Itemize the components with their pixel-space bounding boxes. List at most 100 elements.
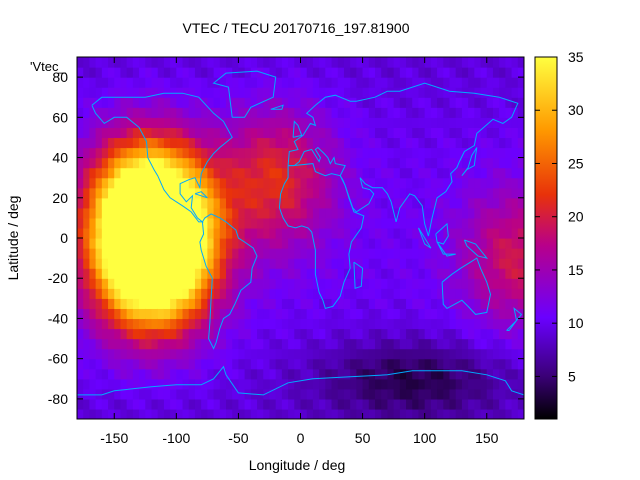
- heatmap-cell: [362, 107, 370, 118]
- heatmap-cell: [83, 117, 91, 128]
- heatmap-cell: [505, 207, 513, 219]
- heatmap-cell: [269, 348, 277, 360]
- heatmap-cell: [176, 268, 184, 279]
- heatmap-cell: [368, 177, 376, 189]
- heatmap-cell: [517, 77, 524, 88]
- heatmap-cell: [89, 408, 97, 419]
- heatmap-cell: [145, 107, 153, 118]
- heatmap-cell: [83, 97, 91, 108]
- heatmap-cell: [312, 147, 320, 159]
- heatmap-cell: [281, 87, 289, 98]
- heatmap-cell: [83, 87, 91, 98]
- heatmap-cell: [492, 298, 500, 309]
- heatmap-cell: [505, 328, 513, 340]
- heatmap-cell: [406, 238, 413, 249]
- heatmap-cell: [126, 127, 134, 139]
- heatmap-cell: [492, 57, 500, 68]
- heatmap-cell: [201, 87, 208, 98]
- heatmap-cell: [83, 248, 91, 259]
- heatmap-cell: [139, 388, 146, 400]
- heatmap-cell: [126, 227, 134, 239]
- heatmap-cell: [343, 238, 351, 249]
- heatmap-cell: [108, 288, 115, 299]
- heatmap-cell: [188, 368, 196, 380]
- heatmap-cell: [517, 318, 524, 330]
- heatmap-cell: [474, 87, 482, 98]
- heatmap-cell: [306, 238, 314, 249]
- heatmap-cell: [455, 77, 463, 88]
- heatmap-cell: [337, 187, 345, 199]
- heatmap-cell: [213, 268, 221, 279]
- heatmap-cell: [461, 258, 469, 269]
- heatmap-cell: [306, 368, 314, 380]
- heatmap-cell: [194, 137, 202, 149]
- heatmap-cell: [120, 408, 128, 419]
- heatmap-cell: [424, 328, 432, 340]
- heatmap-cell: [213, 338, 221, 350]
- heatmap-cell: [281, 358, 289, 370]
- heatmap-cell: [474, 157, 482, 169]
- heatmap-cell: [263, 358, 271, 370]
- heatmap-cell: [393, 217, 401, 229]
- heatmap-cell: [101, 147, 109, 159]
- heatmap-cell: [517, 268, 524, 279]
- heatmap-cell: [101, 67, 109, 78]
- heatmap-cell: [77, 157, 84, 169]
- heatmap-cell: [257, 197, 264, 209]
- heatmap-cell: [325, 127, 333, 139]
- heatmap-cell: [387, 338, 395, 350]
- heatmap-cell: [368, 248, 376, 259]
- heatmap-cell: [430, 318, 438, 330]
- heatmap-cell: [219, 348, 227, 360]
- heatmap-cell: [424, 338, 432, 350]
- heatmap-cell: [145, 127, 153, 139]
- heatmap-cell: [375, 378, 382, 390]
- heatmap-cell: [250, 97, 258, 108]
- heatmap-cell: [356, 408, 364, 419]
- heatmap-cell: [281, 127, 289, 139]
- heatmap-cell: [461, 57, 469, 68]
- heatmap-cell: [201, 107, 208, 118]
- heatmap-cell: [325, 378, 333, 390]
- heatmap-cell: [437, 57, 444, 68]
- heatmap-cell: [368, 217, 376, 229]
- heatmap-cell: [499, 207, 506, 219]
- heatmap-cell: [275, 248, 283, 259]
- heatmap-cell: [108, 238, 115, 249]
- heatmap-cell: [151, 408, 159, 419]
- heatmap-cell: [319, 358, 326, 370]
- x-axis-ticks: -150 -100 -50 0 50 100 150: [100, 57, 499, 446]
- heatmap-cell: [232, 258, 240, 269]
- heatmap-cell: [343, 358, 351, 370]
- heatmap-cell: [95, 97, 103, 108]
- heatmap-cell: [362, 87, 370, 98]
- heatmap-cell: [182, 87, 190, 98]
- heatmap-cell: [275, 87, 283, 98]
- heatmap-cell: [95, 288, 103, 299]
- heatmap-cell: [201, 298, 208, 309]
- heatmap-cell: [511, 57, 519, 68]
- heatmap-cell: [77, 388, 84, 400]
- heatmap-cell: [108, 358, 115, 370]
- heatmap-cell: [474, 338, 482, 350]
- heatmap-cell: [443, 217, 451, 229]
- heatmap-cell: [505, 278, 513, 289]
- heatmap-cell: [486, 107, 494, 118]
- heatmap-cell: [194, 358, 202, 370]
- heatmap-cell: [170, 137, 177, 149]
- heatmap-cell: [430, 127, 438, 139]
- heatmap-cell: [492, 187, 500, 199]
- heatmap-cell: [157, 127, 165, 139]
- heatmap-cell: [486, 358, 494, 370]
- heatmap-cell: [275, 368, 283, 380]
- heatmap-cell: [77, 77, 84, 88]
- heatmap-cell: [263, 227, 271, 239]
- heatmap-cell: [468, 157, 475, 169]
- heatmap-cell: [325, 268, 333, 279]
- heatmap-cell: [126, 368, 134, 380]
- heatmap-cell: [368, 398, 376, 410]
- heatmap-cell: [387, 107, 395, 118]
- heatmap-cell: [505, 258, 513, 269]
- heatmap-cell: [312, 77, 320, 88]
- heatmap-cell: [163, 398, 171, 410]
